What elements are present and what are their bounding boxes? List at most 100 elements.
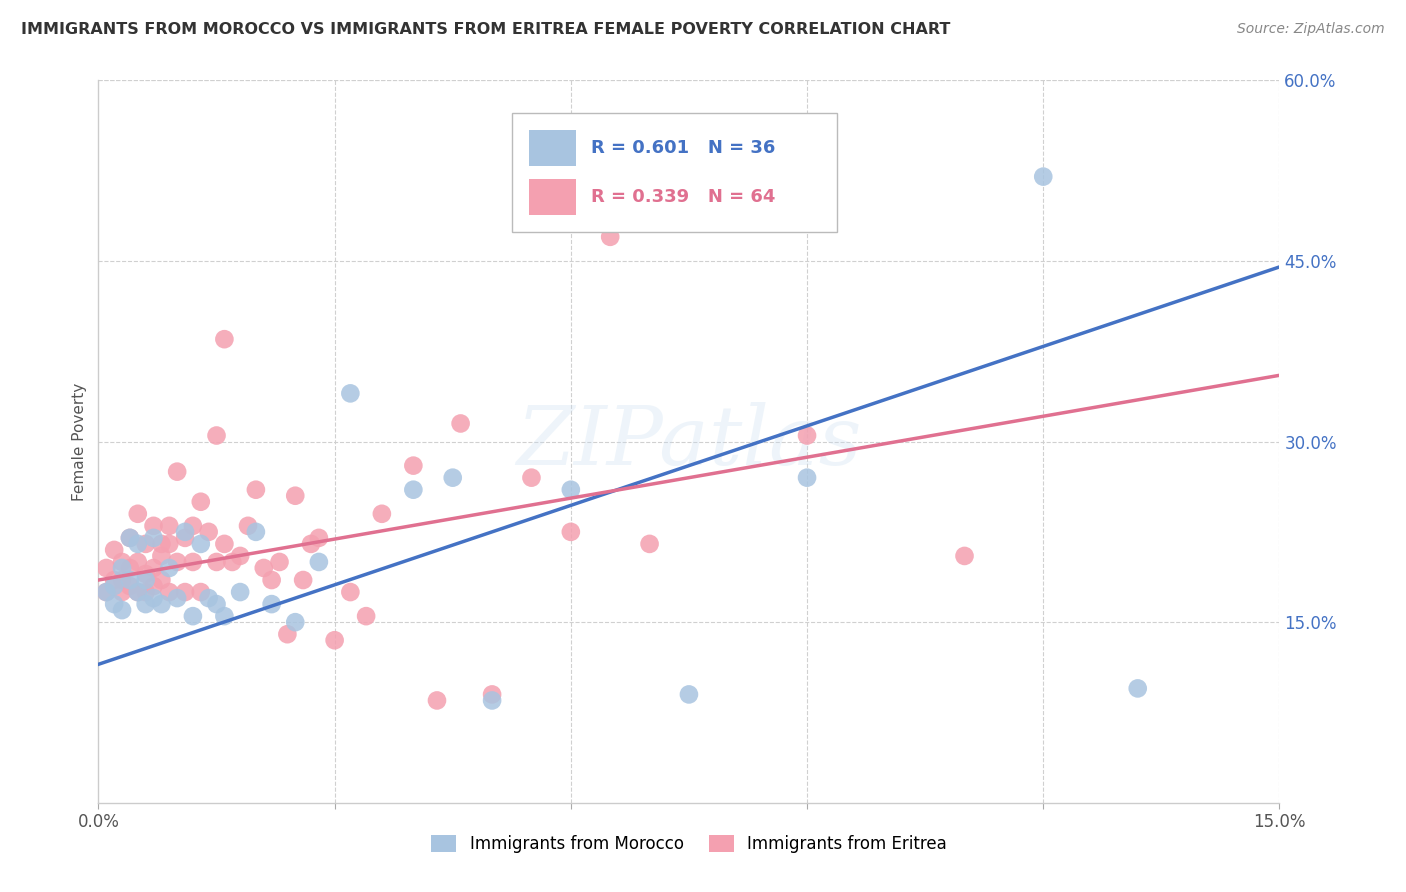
Point [103, 579, 125, 593]
Point [339, 585, 361, 599]
Point [229, 585, 252, 599]
Point [150, 537, 173, 551]
Point [118, 573, 141, 587]
Point [354, 609, 377, 624]
Point [127, 585, 149, 599]
Point [214, 332, 236, 346]
Point [197, 524, 219, 539]
Point [118, 531, 141, 545]
Point [260, 597, 283, 611]
Point [111, 585, 134, 599]
Point [205, 555, 228, 569]
Point [181, 609, 204, 624]
Point [118, 579, 141, 593]
FancyBboxPatch shape [530, 178, 575, 215]
Point [96, 561, 118, 575]
Point [150, 597, 173, 611]
Point [190, 494, 212, 508]
Point [560, 483, 582, 497]
Point [103, 597, 125, 611]
Point [142, 531, 165, 545]
Point [157, 561, 180, 575]
Point [111, 561, 134, 575]
Point [190, 585, 212, 599]
Point [441, 470, 464, 484]
Point [253, 561, 276, 575]
Point [197, 591, 219, 605]
Text: R = 0.601   N = 36: R = 0.601 N = 36 [591, 139, 775, 157]
Point [292, 573, 315, 587]
Point [142, 591, 165, 605]
Point [166, 465, 188, 479]
Point [221, 555, 243, 569]
FancyBboxPatch shape [530, 129, 575, 166]
Point [190, 537, 212, 551]
Point [214, 537, 236, 551]
Point [236, 518, 259, 533]
Point [450, 417, 472, 431]
Point [426, 693, 449, 707]
Point [118, 561, 141, 575]
Point [402, 458, 425, 473]
Point [127, 537, 149, 551]
Point [205, 428, 228, 442]
Point [229, 549, 252, 563]
Point [142, 579, 165, 593]
Point [142, 518, 165, 533]
Text: R = 0.339   N = 64: R = 0.339 N = 64 [591, 188, 775, 206]
Point [157, 518, 180, 533]
Point [796, 470, 818, 484]
Point [520, 470, 543, 484]
Point [284, 489, 307, 503]
Point [339, 386, 361, 401]
Point [214, 609, 236, 624]
Point [135, 537, 157, 551]
Point [269, 555, 291, 569]
Point [599, 230, 621, 244]
Point [174, 585, 197, 599]
Point [96, 585, 118, 599]
Point [678, 687, 700, 701]
Point [135, 573, 157, 587]
Point [157, 537, 180, 551]
Point [308, 555, 330, 569]
Point [135, 597, 157, 611]
Point [245, 483, 267, 497]
Point [166, 555, 188, 569]
Point [150, 573, 173, 587]
Point [127, 507, 149, 521]
Point [174, 531, 197, 545]
Point [560, 524, 582, 539]
Point [481, 693, 503, 707]
Point [111, 555, 134, 569]
Point [135, 567, 157, 582]
Point [1032, 169, 1054, 184]
Text: Source: ZipAtlas.com: Source: ZipAtlas.com [1237, 22, 1385, 37]
Point [371, 507, 394, 521]
Point [638, 537, 661, 551]
Point [103, 573, 125, 587]
Point [142, 561, 165, 575]
Point [276, 627, 298, 641]
Point [96, 585, 118, 599]
FancyBboxPatch shape [512, 112, 837, 232]
Point [402, 483, 425, 497]
Point [135, 585, 157, 599]
Point [245, 524, 267, 539]
Point [1126, 681, 1149, 696]
Point [174, 524, 197, 539]
Point [157, 585, 180, 599]
Point [284, 615, 307, 630]
Point [111, 603, 134, 617]
Text: ZIPatlas: ZIPatlas [516, 401, 862, 482]
Point [299, 537, 322, 551]
Point [127, 585, 149, 599]
Point [166, 591, 188, 605]
Point [127, 555, 149, 569]
Point [181, 518, 204, 533]
Point [308, 531, 330, 545]
Point [323, 633, 346, 648]
Text: IMMIGRANTS FROM MOROCCO VS IMMIGRANTS FROM ERITREA FEMALE POVERTY CORRELATION CH: IMMIGRANTS FROM MOROCCO VS IMMIGRANTS FR… [21, 22, 950, 37]
Point [205, 597, 228, 611]
Point [150, 549, 173, 563]
